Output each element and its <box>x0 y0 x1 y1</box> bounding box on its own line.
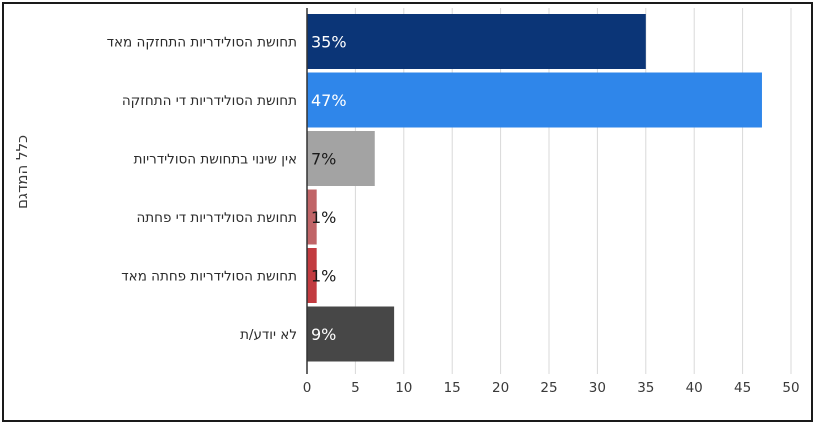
x-axis: 0 5 10 15 20 25 30 35 40 45 50 <box>303 8 800 396</box>
x-tick-label: 10 <box>395 380 412 396</box>
x-tick-label: 5 <box>351 380 360 396</box>
x-tick-label: 15 <box>444 380 461 396</box>
x-tick-label: 30 <box>589 380 606 396</box>
chart-frame <box>2 2 813 422</box>
data-label: 35% <box>311 33 347 52</box>
x-tick-label: 0 <box>303 380 312 396</box>
category-label: תחושת הסולידריות פחתה מאד <box>121 269 297 285</box>
category-label: תחושת הסולידריות די פחתה <box>136 210 297 226</box>
bars: 35% 47% 7% 1% 1% 9% <box>307 14 762 362</box>
bar <box>307 306 395 362</box>
x-tick-label: 40 <box>686 380 703 396</box>
data-label: 1% <box>311 267 336 286</box>
bar <box>307 131 375 186</box>
category-label: תחושת הסולידריות התחזקה מאד <box>107 35 297 51</box>
data-label: 7% <box>311 150 336 169</box>
category-label: אין שינוי בתחושת הסולידריות <box>134 152 297 168</box>
x-tick-label: 50 <box>782 380 799 396</box>
x-tick-label: 20 <box>492 380 509 396</box>
x-tick-label: 35 <box>637 380 654 396</box>
category-labels: תחושת הסולידריות התחזקה מאד תחושת הסולידר… <box>107 35 297 344</box>
data-label: 47% <box>311 91 347 110</box>
x-tick-label: 25 <box>540 380 557 396</box>
category-label: לא יודע/ת <box>240 327 297 343</box>
category-label: תחושת הסולידריות די התחזקה <box>122 93 297 109</box>
bar <box>307 248 317 303</box>
bar <box>307 72 762 128</box>
x-tick-label: 45 <box>734 380 751 396</box>
data-label: 1% <box>311 208 336 227</box>
bar <box>307 189 317 245</box>
bar <box>307 14 646 69</box>
data-label: 9% <box>311 325 336 344</box>
